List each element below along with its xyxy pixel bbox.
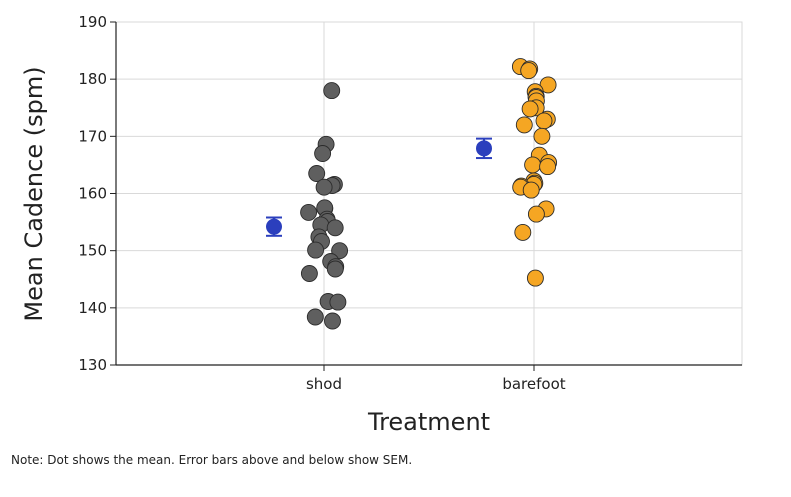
- data-point: [533, 127, 551, 145]
- data-point: [521, 100, 539, 118]
- data-point: [326, 219, 344, 237]
- data-point: [515, 116, 533, 134]
- mean-point: [266, 218, 282, 235]
- data-point: [323, 82, 341, 100]
- data-point: [306, 308, 324, 326]
- data-point: [326, 260, 344, 278]
- data-point: [307, 241, 325, 259]
- tick-labels: 130 140 150 160 170 180 190 shod barefoot: [78, 13, 565, 393]
- data-point: [526, 269, 544, 287]
- data-point: [524, 156, 542, 174]
- y-tick-label: 170: [78, 127, 107, 145]
- data-points: [300, 58, 558, 330]
- x-axis-title: Treatment: [367, 408, 490, 436]
- y-tick-label: 190: [78, 13, 107, 31]
- x-tick-label: barefoot: [502, 375, 565, 393]
- y-tick-label: 180: [78, 70, 107, 88]
- data-point: [520, 62, 538, 80]
- mean-point: [476, 140, 492, 157]
- y-tick-label: 130: [78, 356, 107, 374]
- data-point: [514, 223, 532, 241]
- data-point: [308, 165, 326, 182]
- x-tick-label: shod: [306, 375, 342, 393]
- data-point: [329, 293, 347, 311]
- chart-note: Note: Dot shows the mean. Error bars abo…: [11, 453, 413, 467]
- data-point: [314, 145, 332, 162]
- data-point: [527, 205, 545, 223]
- y-tick-label: 150: [78, 242, 107, 260]
- data-point: [324, 312, 341, 330]
- axes: [110, 21, 742, 371]
- data-point: [300, 203, 318, 221]
- data-point: [315, 178, 333, 196]
- grid-lines: [115, 21, 743, 366]
- data-point: [535, 112, 553, 130]
- y-tick-label: 160: [78, 185, 107, 203]
- mean-markers: [266, 137, 492, 237]
- data-point: [539, 158, 557, 176]
- data-point: [522, 181, 540, 199]
- y-tick-label: 140: [78, 299, 107, 317]
- y-axis-title: Mean Cadence (spm): [20, 66, 48, 321]
- data-point: [300, 265, 318, 282]
